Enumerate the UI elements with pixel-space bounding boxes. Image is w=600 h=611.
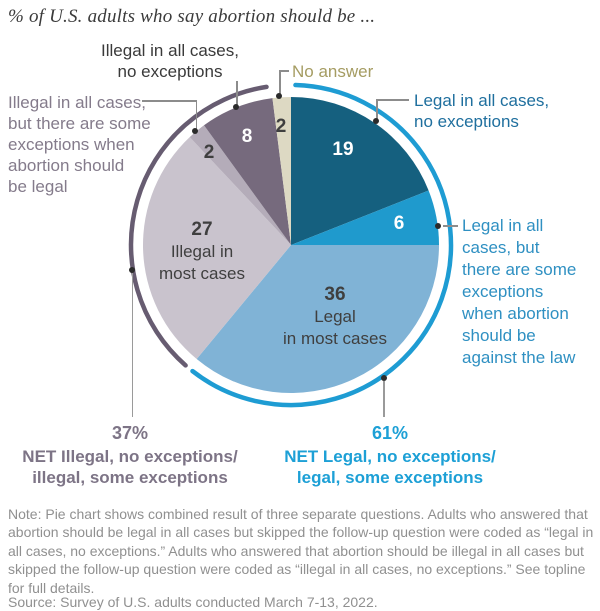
chart-title: % of U.S. adults who say abortion should…	[8, 6, 376, 27]
connector-dot-legal-some	[435, 223, 441, 229]
chart-note: Note: Pie chart shows combined result of…	[8, 506, 594, 596]
net-arc-1	[128, 84, 269, 368]
pie-slice-4	[189, 125, 291, 245]
connector-dot-no-answer	[276, 93, 282, 99]
connector-legal-some	[443, 225, 458, 227]
pie-slice-3	[142, 137, 291, 360]
connector-net-legal	[383, 381, 385, 417]
pie-slice-5	[204, 98, 291, 245]
pie-slice-1	[291, 190, 439, 245]
slice-value-illegal-some: 2	[203, 142, 215, 163]
net-illegal-block: 37% NET Illegal, no exceptions/ illegal,…	[10, 423, 250, 488]
connector-dot-illegal-all	[233, 104, 239, 110]
pie-chart	[128, 82, 454, 408]
connector-dot-net-legal	[381, 375, 387, 381]
net-arc-0	[190, 82, 454, 408]
net-illegal-line2: illegal, some exceptions	[32, 468, 228, 487]
chart-source: Source: Survey of U.S. adults conducted …	[8, 594, 378, 610]
connector-dot-net-illegal	[129, 267, 135, 273]
connector-net-illegal	[131, 273, 133, 417]
connector-legal-all-h	[377, 99, 409, 101]
pie-slice-0	[291, 97, 429, 245]
connector-dot-illegal-some	[192, 128, 198, 134]
slice-value-legal-most: 36	[324, 284, 346, 305]
slice-value-legal-all: 19	[332, 139, 354, 160]
pie-slice-2	[196, 245, 439, 394]
net-illegal-percent: 37%	[111, 423, 149, 443]
slice-label-legal-most: 36 Legal in most cases	[265, 284, 405, 349]
callout-legal-some: Legal in all cases, but there are some e…	[462, 216, 577, 367]
pie-slice-6	[272, 97, 291, 245]
connector-no-answer-h	[279, 70, 289, 72]
callout-illegal-some: Illegal in all cases, but there are some…	[8, 93, 151, 196]
connector-legal-all-v	[376, 99, 378, 120]
connector-no-answer-v	[279, 70, 281, 94]
connector-illegal-some-v	[195, 100, 197, 129]
slice-label-illegal-most: 27 Illegal in most cases	[142, 219, 262, 284]
connector-dot-legal-all	[373, 118, 379, 124]
net-illegal-line1: NET Illegal, no exceptions/	[22, 447, 238, 466]
net-legal-block: 61% NET Legal, no exceptions/ legal, som…	[270, 423, 510, 488]
connector-illegal-all	[236, 81, 238, 105]
net-legal-line1: NET Legal, no exceptions/	[284, 447, 496, 466]
callout-no-answer: No answer	[292, 62, 374, 81]
slice-value-illegal-most: 27	[191, 219, 213, 240]
slice-text-legal-most: Legal in most cases	[283, 307, 387, 348]
slice-value-no-answer: 2	[275, 116, 287, 137]
slice-text-illegal-most: Illegal in most cases	[159, 242, 245, 283]
net-legal-percent: 61%	[371, 423, 409, 443]
callout-illegal-all: Illegal in all cases, no exceptions	[101, 41, 239, 81]
callout-legal-all: Legal in all cases, no exceptions	[414, 91, 550, 131]
slice-value-legal-some: 6	[393, 213, 405, 234]
connector-illegal-some-h	[142, 100, 197, 102]
slice-value-illegal-all: 8	[241, 126, 253, 147]
net-legal-line2: legal, some exceptions	[296, 468, 484, 487]
